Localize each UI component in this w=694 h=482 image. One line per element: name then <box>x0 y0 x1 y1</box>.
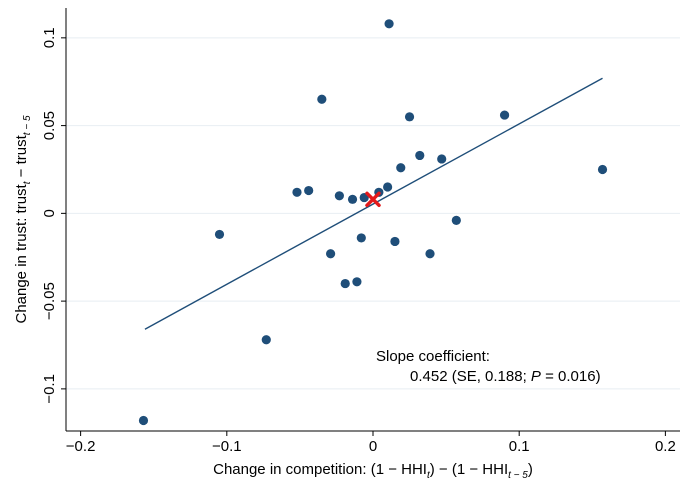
x-axis-ticks: −0.2 −0.1 0 0.1 0.2 <box>66 431 676 455</box>
data-point <box>437 154 447 164</box>
slope-annotation-pvalue: = 0.016) <box>541 368 601 385</box>
data-point <box>499 110 510 120</box>
data-point <box>334 191 344 201</box>
x-tick-label: 0.2 <box>655 438 676 455</box>
y-tick-label: 0 <box>41 209 58 217</box>
y-axis-label: Change in trust: trustt − trustt − 5 <box>13 115 33 323</box>
slope-annotation-value: 0.452 (SE, 0.188; <box>410 368 531 385</box>
y-tick-label: 0.1 <box>41 27 58 48</box>
slope-annotation-p: P <box>531 368 541 385</box>
y-axis-label-sub2: t − 5 <box>22 115 33 135</box>
data-point <box>326 249 336 259</box>
highlight-x-stroke <box>365 191 381 208</box>
data-point <box>597 164 608 175</box>
y-tick-label: −0.05 <box>41 282 58 320</box>
data-point <box>383 182 393 192</box>
y-axis-label-sub1: t <box>22 180 33 184</box>
gridlines <box>66 37 680 390</box>
x-tick-label: −0.2 <box>66 438 96 455</box>
data-point <box>404 112 415 122</box>
x-axis-label-mid: ) − (1 − HHI <box>430 461 508 478</box>
data-point <box>390 236 400 247</box>
y-tick-label: 0.05 <box>41 111 58 140</box>
x-tick-label: −0.1 <box>212 438 242 455</box>
fit-line <box>144 77 603 330</box>
data-point <box>451 215 461 225</box>
x-axis-label-sub2: t − 5 <box>508 470 528 481</box>
x-tick-label: 0.1 <box>509 438 530 455</box>
y-axis-label-main: Change in trust: trust <box>13 183 30 323</box>
x-axis-label-main: Change in competition: (1 − HHI <box>213 461 427 478</box>
data-point <box>356 233 366 243</box>
data-point <box>415 150 425 161</box>
data-point <box>340 278 350 289</box>
highlight-marker <box>365 191 381 208</box>
data-point <box>292 187 302 197</box>
y-tick-label: −0.1 <box>41 374 58 404</box>
slope-annotation-line2: 0.452 (SE, 0.188; P = 0.016) <box>410 368 601 385</box>
data-point <box>396 163 406 173</box>
y-axis-ticks: −0.1 −0.05 0 0.05 0.1 <box>41 27 66 404</box>
data-point <box>304 185 314 196</box>
data-point <box>317 94 327 104</box>
slope-annotation-line1: Slope coefficient: <box>376 348 490 365</box>
data-point <box>214 229 225 240</box>
y-axis-label-mid: − trust <box>13 134 30 181</box>
x-axis-label-sub1: t <box>427 470 431 481</box>
data-point <box>261 335 271 345</box>
data-point <box>347 194 358 204</box>
data-points <box>138 19 608 426</box>
data-point <box>384 19 394 29</box>
data-point <box>425 249 435 259</box>
data-point <box>138 415 149 426</box>
data-point <box>352 277 362 287</box>
x-axis-label-end: ) <box>528 461 533 478</box>
x-axis-label: Change in competition: (1 − HHIt) − (1 −… <box>213 461 533 481</box>
x-tick-label: 0 <box>369 438 377 455</box>
